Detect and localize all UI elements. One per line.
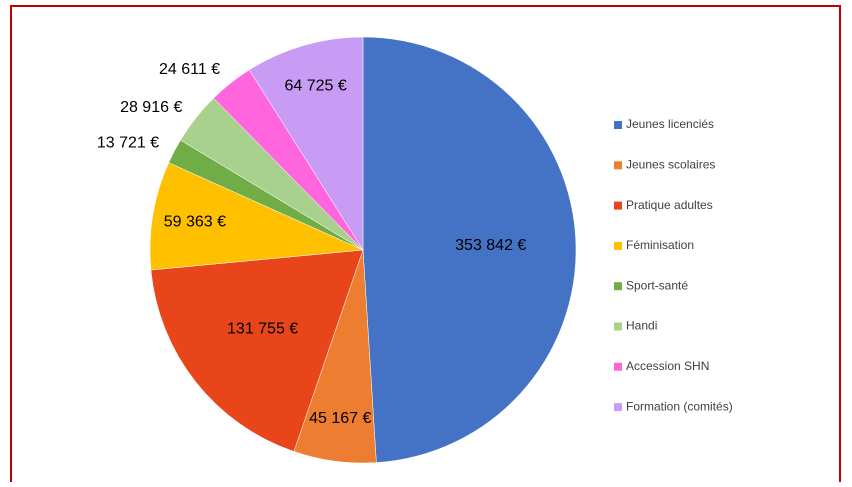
legend-swatch: [614, 322, 622, 331]
legend-label: Pratique adultes: [626, 198, 713, 212]
data-label: 59 363 €: [164, 213, 226, 230]
pie-slice: [362, 36, 577, 463]
data-label: 131 755 €: [227, 320, 298, 337]
legend-label: Formation (comités): [626, 399, 733, 413]
frame: [10, 5, 841, 487]
data-label: 13 721 €: [97, 135, 159, 152]
pie-slice: [150, 249, 364, 452]
legend-swatch: [614, 282, 622, 291]
pie-slice: [248, 36, 364, 251]
legend-swatch: [614, 201, 622, 210]
data-label: 28 916 €: [120, 99, 182, 116]
data-label: 45 167 €: [309, 410, 371, 427]
legend-swatch: [614, 241, 622, 250]
data-label: 24 611 €: [159, 61, 220, 78]
legend-label: Féminisation: [626, 238, 694, 252]
legend-swatch: [614, 403, 622, 412]
legend-swatch: [614, 121, 622, 129]
pie-slice: [149, 162, 364, 271]
legend-label: Handi: [626, 319, 657, 333]
legend-label: Sport-santé: [626, 278, 688, 292]
legend-swatch: [614, 161, 622, 170]
legend-label: Jeunes scolaires: [626, 157, 715, 171]
legend-label: Jeunes licenciés: [626, 117, 714, 131]
data-label: 64 725 €: [285, 78, 347, 95]
legend-label: Accession SHN: [626, 359, 709, 373]
legend-swatch: [614, 362, 622, 371]
data-label: 353 842 €: [455, 237, 526, 254]
